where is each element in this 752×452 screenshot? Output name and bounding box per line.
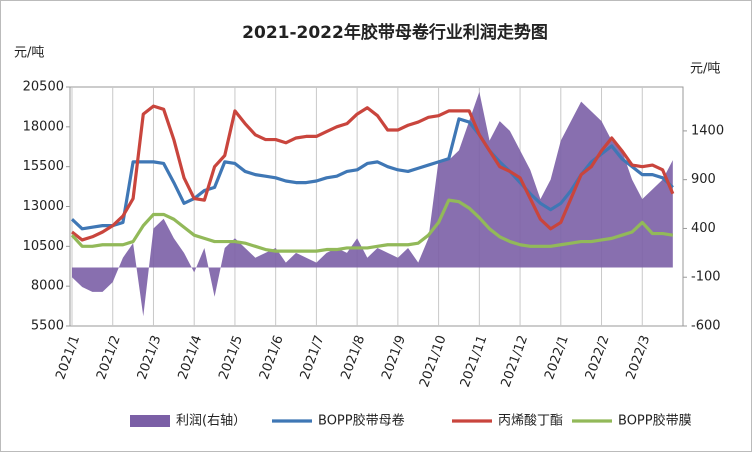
y-tick-label: 18000	[23, 119, 64, 134]
y2-tick-label: 1400	[691, 123, 724, 138]
y-tick-label: 13000	[23, 199, 64, 214]
y-tick-label: 5500	[31, 319, 64, 334]
y2-axis-label: 元/吨	[690, 62, 720, 77]
y2-tick-label: 400	[691, 221, 716, 236]
legend-label: BOPP胶带膜	[618, 413, 692, 429]
series-line	[70, 117, 674, 231]
y-tick-label: 15500	[23, 159, 64, 174]
legend-label: 丙烯酸丁酯	[498, 414, 563, 429]
legend-swatch	[130, 415, 170, 427]
profit-area	[72, 91, 673, 317]
y-axis-label: 元/吨	[14, 46, 44, 61]
y2-tick-label: -600	[691, 319, 721, 334]
series-line	[70, 198, 674, 253]
legend-label: 利润(右轴）	[176, 414, 246, 429]
y2-tick-label: -100	[691, 270, 721, 285]
y-tick-label: 20500	[23, 80, 64, 95]
series-line	[71, 104, 675, 242]
legend-label: BOPP胶带母卷	[318, 413, 405, 429]
y-tick-label: 8000	[31, 279, 64, 294]
chart-title: 2021-2022年胶带母卷行业利润走势图	[242, 22, 548, 43]
y2-tick-label: 900	[691, 172, 716, 187]
y-tick-label: 10500	[23, 239, 64, 254]
